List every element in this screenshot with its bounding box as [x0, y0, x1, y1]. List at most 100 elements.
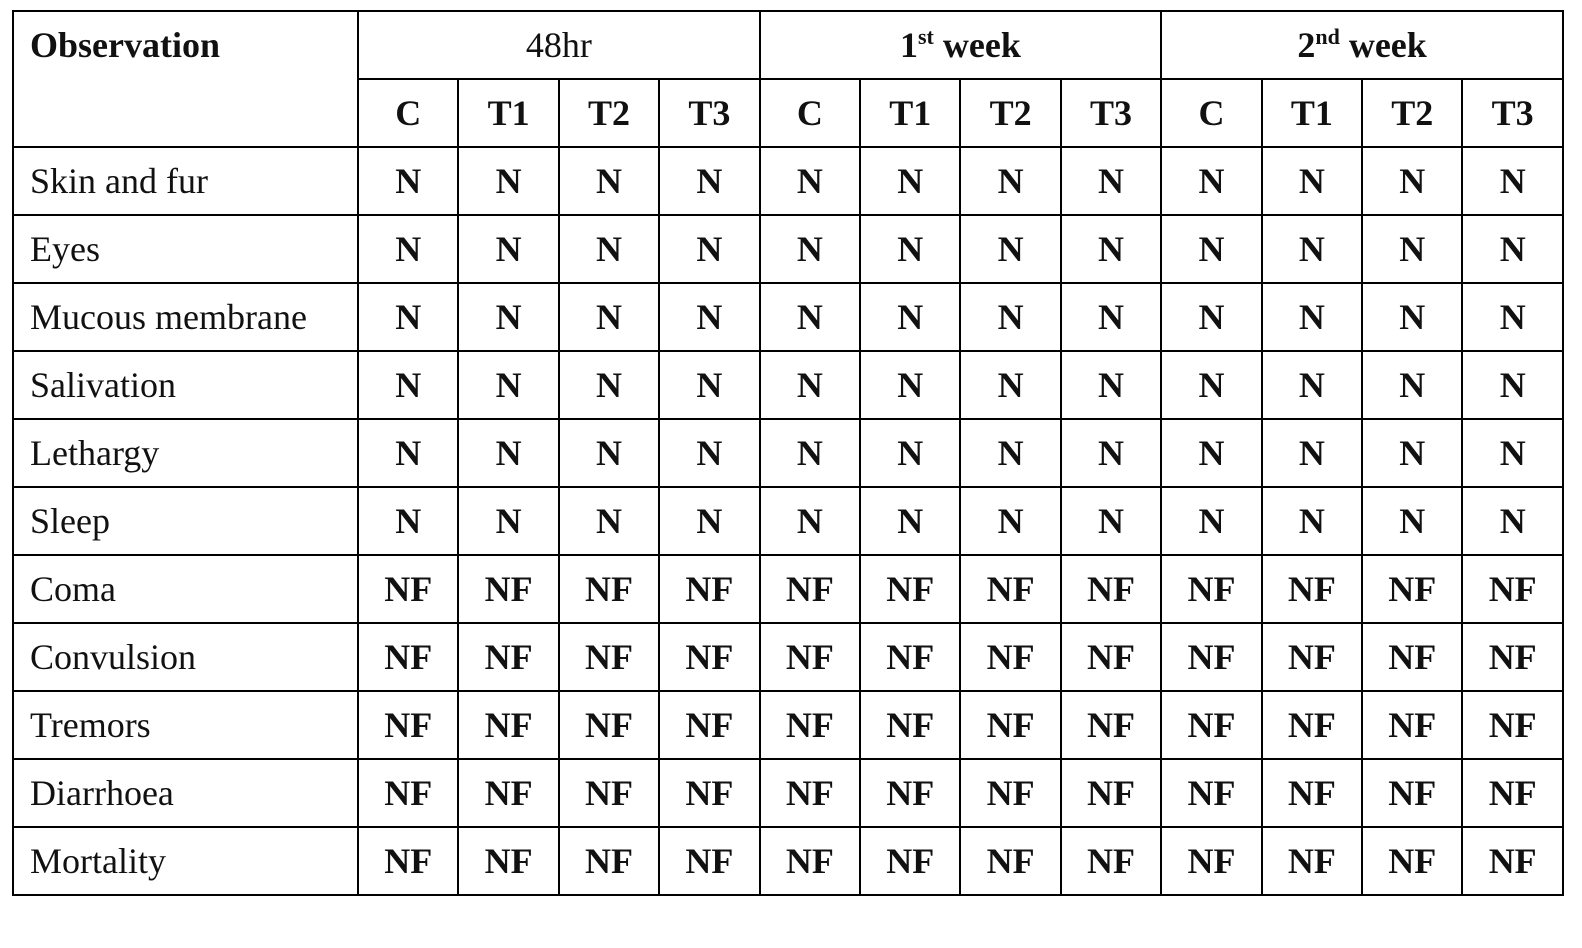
cell: N	[1160, 282, 1263, 352]
cell: N	[457, 282, 560, 352]
data-row: Diarrhoea NF NF NF NF NF NF NF NF NF NF NF NF	[12, 758, 1564, 828]
cell: N	[557, 418, 661, 488]
cell: N	[457, 146, 560, 216]
cell: N	[959, 214, 1062, 284]
cell: NF	[859, 690, 962, 760]
cell: NF	[959, 826, 1062, 896]
group-suffix: st	[918, 24, 934, 49]
observation-table: Observation 48hr 1st week 2nd week C T1 T2 T3 C T…	[12, 10, 1564, 896]
data-row: Mucous membrane N N N N N N N N N N N N	[12, 282, 1564, 352]
group-number: 2	[1297, 25, 1316, 65]
cell: N	[758, 282, 862, 352]
cell: NF	[1461, 554, 1564, 624]
cell: NF	[658, 758, 761, 828]
row-label: Mucous membrane	[12, 282, 359, 352]
cell: N	[758, 146, 862, 216]
cell: N	[658, 486, 761, 556]
column-header: T1	[1260, 78, 1364, 148]
cell: N	[1059, 350, 1163, 420]
data-row: Coma NF NF NF NF NF NF NF NF NF NF NF NF	[12, 554, 1564, 624]
cell: N	[959, 350, 1062, 420]
cell: NF	[1260, 622, 1364, 692]
cell: N	[959, 282, 1062, 352]
data-row: Skin and fur N N N N N N N N N N N N	[12, 146, 1564, 216]
cell: N	[1361, 486, 1464, 556]
cell: N	[1160, 418, 1263, 488]
cell: NF	[557, 826, 661, 896]
row-label: Diarrhoea	[12, 758, 359, 828]
cell: N	[1160, 146, 1263, 216]
row-label: Sleep	[12, 486, 359, 556]
cell: N	[356, 486, 460, 556]
cell: N	[557, 350, 661, 420]
cell: NF	[1361, 554, 1464, 624]
group-header: 48hr	[357, 10, 761, 80]
cell: N	[1361, 146, 1464, 216]
cell: N	[1260, 350, 1364, 420]
cell: N	[1160, 486, 1263, 556]
cell: NF	[758, 622, 862, 692]
cell: N	[1461, 214, 1564, 284]
cell: N	[457, 214, 560, 284]
cell: NF	[1260, 758, 1364, 828]
cell: NF	[557, 554, 661, 624]
cell: NF	[859, 758, 962, 828]
group-word: week	[942, 25, 1021, 65]
cell: NF	[356, 690, 460, 760]
column-header: T2	[557, 78, 661, 148]
cell: N	[557, 486, 661, 556]
cell: N	[1260, 146, 1364, 216]
column-header: T2	[959, 78, 1062, 148]
cell: NF	[1461, 758, 1564, 828]
cell: N	[457, 486, 560, 556]
cell: NF	[1160, 758, 1263, 828]
group-number: 1	[900, 25, 918, 65]
data-row: Sleep N N N N N N N N N N N N	[12, 486, 1564, 556]
cell: NF	[356, 622, 460, 692]
cell: NF	[1260, 690, 1364, 760]
cell: N	[658, 350, 761, 420]
cell: NF	[1059, 826, 1163, 896]
cell: NF	[959, 758, 1062, 828]
column-header: T3	[1461, 78, 1564, 148]
cell: NF	[457, 690, 560, 760]
cell: NF	[356, 758, 460, 828]
cell: N	[1260, 486, 1364, 556]
cell: N	[1461, 486, 1564, 556]
row-label: Mortality	[12, 826, 359, 896]
column-header: C	[758, 78, 862, 148]
cell: NF	[859, 622, 962, 692]
cell: NF	[557, 622, 661, 692]
cell: N	[1361, 214, 1464, 284]
column-header: T3	[1059, 78, 1163, 148]
cell: NF	[1361, 622, 1464, 692]
cell: N	[658, 418, 761, 488]
cell: NF	[457, 758, 560, 828]
cell: NF	[1260, 554, 1364, 624]
cell: NF	[356, 554, 460, 624]
cell: N	[1059, 214, 1163, 284]
column-header: T3	[658, 78, 761, 148]
header-row: Observation 48hr 1st week 2nd week	[12, 10, 1564, 148]
cell: NF	[1160, 622, 1263, 692]
cell: N	[1059, 418, 1163, 488]
cell: NF	[1160, 826, 1263, 896]
cell: NF	[457, 622, 560, 692]
column-header: C	[356, 78, 460, 148]
cell: N	[1461, 146, 1564, 216]
cell: NF	[1160, 554, 1263, 624]
cell: N	[557, 214, 661, 284]
cell: N	[356, 214, 460, 284]
column-header: T2	[1361, 78, 1464, 148]
cell: N	[758, 214, 862, 284]
cell: NF	[1160, 690, 1263, 760]
column-header: T1	[457, 78, 560, 148]
cell: N	[658, 146, 761, 216]
column-header: C	[1160, 78, 1263, 148]
cell: N	[859, 486, 962, 556]
cell: NF	[457, 826, 560, 896]
cell: NF	[758, 758, 862, 828]
cell: NF	[557, 758, 661, 828]
cell: NF	[1059, 554, 1163, 624]
